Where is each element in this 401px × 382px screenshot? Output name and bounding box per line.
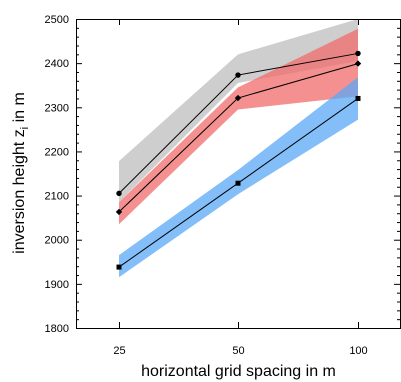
y-tick-label: 2000 [45,235,69,247]
marker-square-50 [235,180,241,186]
x-tick-label: 100 [349,345,367,357]
marker-circle-50 [235,72,241,78]
y-tick-label: 2500 [45,14,69,26]
marker-diamond-25 [115,208,123,216]
band-square-series [119,77,358,278]
y-axis-title: inversion height zi in m [11,92,31,254]
marker-diamond-50 [234,94,242,102]
y-axis-title-subscript: i [19,127,31,129]
y-tick-label: 2200 [45,146,69,158]
y-tick-label: 2100 [45,191,69,203]
marker-square-100 [355,95,361,101]
y-tick-label: 1900 [45,279,69,291]
marker-square-25 [116,264,122,270]
tick-labels: 1800 1900 2000 2100 2200 2300 2400 2500 25 50 100 [45,14,368,357]
marker-diamond-100 [354,60,362,67]
x-tick-label: 50 [232,345,244,357]
x-axis-title: horizontal grid spacing in m [141,363,336,380]
y-tick-label: 2300 [45,102,69,114]
series-markers [115,50,362,270]
uncertainty-bands [119,19,358,278]
marker-circle-25 [116,190,122,197]
y-axis-title-main: inversion height z [11,129,28,254]
axis-ticks [76,19,400,329]
y-axis-title-suffix: in m [11,92,28,127]
band-diamond-series [119,28,358,225]
marker-circle-100 [355,50,361,57]
y-tick-label: 2400 [45,58,69,70]
x-tick-label: 25 [113,345,125,357]
y-tick-label: 1800 [45,323,69,335]
